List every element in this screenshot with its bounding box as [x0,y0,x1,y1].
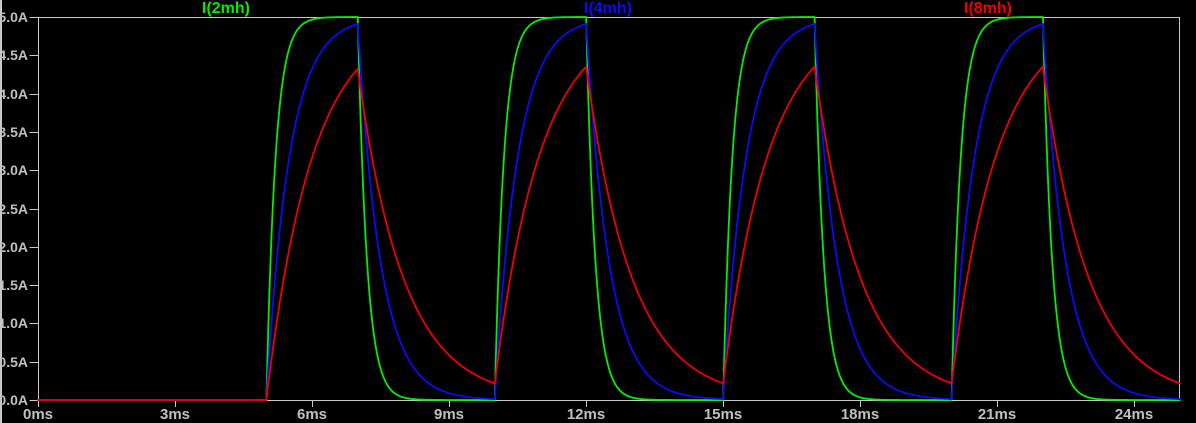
legend-label-i2mh[interactable]: I(2mh) [202,0,250,17]
trace-i4mh [37,23,1181,401]
x-tick-label: 12ms [567,406,605,423]
x-tick-label: 18ms [841,406,879,423]
y-tick-label: 4.0A [0,86,28,102]
window-left-edge [0,0,2,423]
y-tick-label: 1.0A [0,315,28,331]
y-tick-label: 2.0A [0,239,28,255]
trace-i8mh [37,65,1181,401]
x-tick-label: 9ms [434,406,464,423]
x-tick-label: 21ms [978,406,1016,423]
legend-label-i8mh[interactable]: I(8mh) [964,0,1012,17]
trace-i2mh [37,16,1181,401]
legend-label-i4mh[interactable]: I(4mh) [584,0,632,17]
x-tick-label: 0ms [23,406,53,423]
y-tick-label: 5.0A [0,9,28,25]
y-tick-label: 3.5A [0,124,28,140]
plot-border [38,17,1180,401]
y-tick-label: 0.0A [0,392,28,408]
y-tick-label: 2.5A [0,201,28,217]
x-tick-label: 24ms [1115,406,1153,423]
y-tick-label: 0.5A [0,354,28,370]
x-tick-label: 6ms [297,406,327,423]
y-tick-label: 3.0A [0,162,28,178]
x-tick-label: 3ms [160,406,190,423]
x-tick-label: 15ms [704,406,742,423]
y-tick-label: 1.5A [0,277,28,293]
y-tick-label: 4.5A [0,47,28,63]
